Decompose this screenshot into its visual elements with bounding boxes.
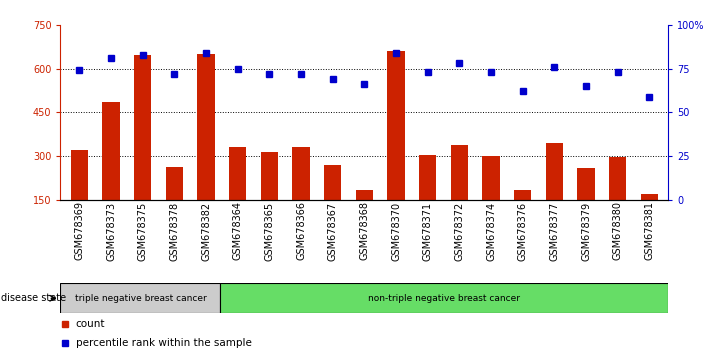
Bar — [229, 147, 247, 200]
Bar — [514, 190, 531, 200]
Bar — [641, 194, 658, 200]
Bar — [261, 152, 278, 200]
Bar — [134, 56, 151, 200]
Text: percentile rank within the sample: percentile rank within the sample — [75, 338, 252, 348]
Bar — [292, 147, 310, 200]
Bar — [324, 165, 341, 200]
Bar — [545, 143, 563, 200]
Bar — [198, 54, 215, 200]
Bar — [356, 190, 373, 200]
Bar — [166, 167, 183, 200]
Text: non-triple negative breast cancer: non-triple negative breast cancer — [368, 294, 520, 303]
Text: triple negative breast cancer: triple negative breast cancer — [75, 294, 206, 303]
Bar — [70, 150, 88, 200]
Bar — [609, 157, 626, 200]
Bar — [60, 283, 220, 313]
Text: disease state: disease state — [1, 293, 67, 303]
Bar — [577, 169, 594, 200]
Bar — [451, 144, 468, 200]
Text: count: count — [75, 319, 105, 329]
Bar — [419, 155, 437, 200]
Bar — [102, 102, 119, 200]
Bar — [482, 156, 500, 200]
Bar — [220, 283, 668, 313]
Bar — [387, 51, 405, 200]
